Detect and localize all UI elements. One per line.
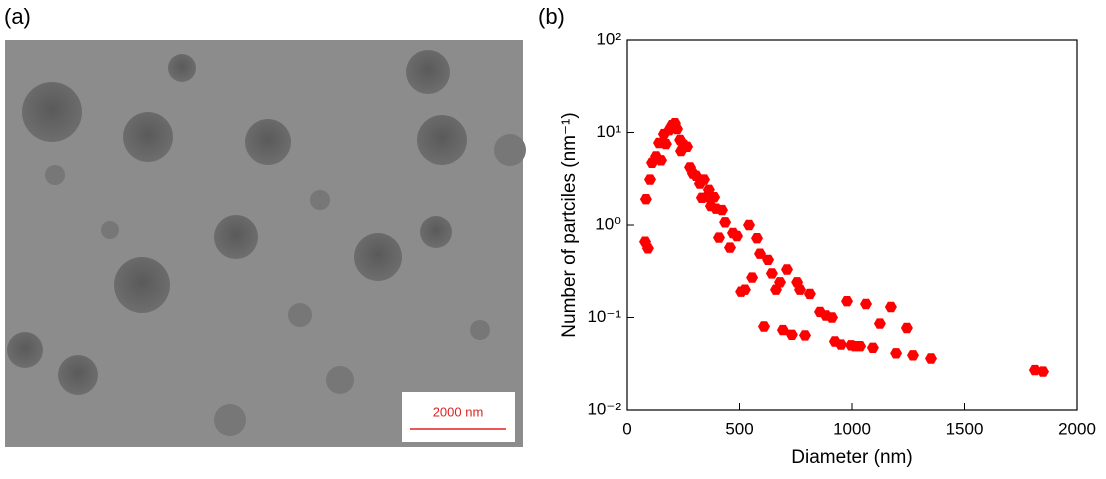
point [708, 192, 721, 203]
point [719, 217, 732, 228]
scale-bar-label: 2000 nm [433, 404, 484, 419]
point [873, 318, 886, 329]
point [803, 288, 816, 300]
point [925, 353, 937, 364]
point [799, 330, 811, 341]
point [713, 232, 725, 243]
point [841, 296, 853, 307]
point [835, 339, 847, 350]
point [776, 324, 789, 336]
x-tick-label: 1500 [946, 419, 984, 438]
point [639, 194, 652, 205]
point [758, 321, 770, 332]
panel-label: (a) [4, 4, 31, 29]
point [716, 204, 728, 216]
point [681, 141, 694, 152]
y-tick-label: 10⁰ [595, 214, 621, 233]
point [655, 155, 667, 166]
x-tick-label: 500 [725, 419, 753, 438]
point [866, 342, 879, 353]
panel-label: (b) [538, 4, 565, 29]
point [826, 312, 838, 323]
y-tick-label: 10² [596, 29, 621, 48]
plot-frame [626, 39, 1078, 411]
point [1037, 366, 1049, 377]
y-tick-label: 10¹ [596, 122, 621, 141]
point [644, 174, 656, 185]
y-tick-label: 10⁻¹ [587, 307, 621, 326]
point [751, 233, 763, 244]
point [854, 341, 867, 352]
point [746, 272, 759, 283]
point [765, 268, 778, 279]
x-tick-label: 0 [622, 419, 631, 438]
point [731, 230, 743, 242]
point [754, 248, 766, 259]
point [860, 298, 872, 310]
point [781, 264, 793, 275]
micrograph [5, 40, 526, 447]
point [900, 322, 913, 334]
point [774, 277, 786, 288]
point [698, 174, 710, 185]
point [738, 284, 751, 295]
point [890, 348, 903, 359]
point [671, 123, 683, 135]
y-axis-label: Number of partciles (nm⁻¹) [559, 112, 580, 337]
x-axis-label: Diameter (nm) [791, 447, 912, 468]
point [724, 242, 736, 253]
x-tick-label: 2000 [1058, 419, 1096, 438]
x-tick-label: 1000 [833, 419, 871, 438]
point [884, 301, 897, 313]
point [907, 350, 919, 361]
point [659, 138, 672, 150]
point [762, 254, 775, 265]
point [743, 219, 755, 231]
point [641, 243, 654, 254]
point [785, 329, 798, 340]
y-tick-label: 10⁻² [587, 399, 621, 418]
point [794, 284, 806, 295]
